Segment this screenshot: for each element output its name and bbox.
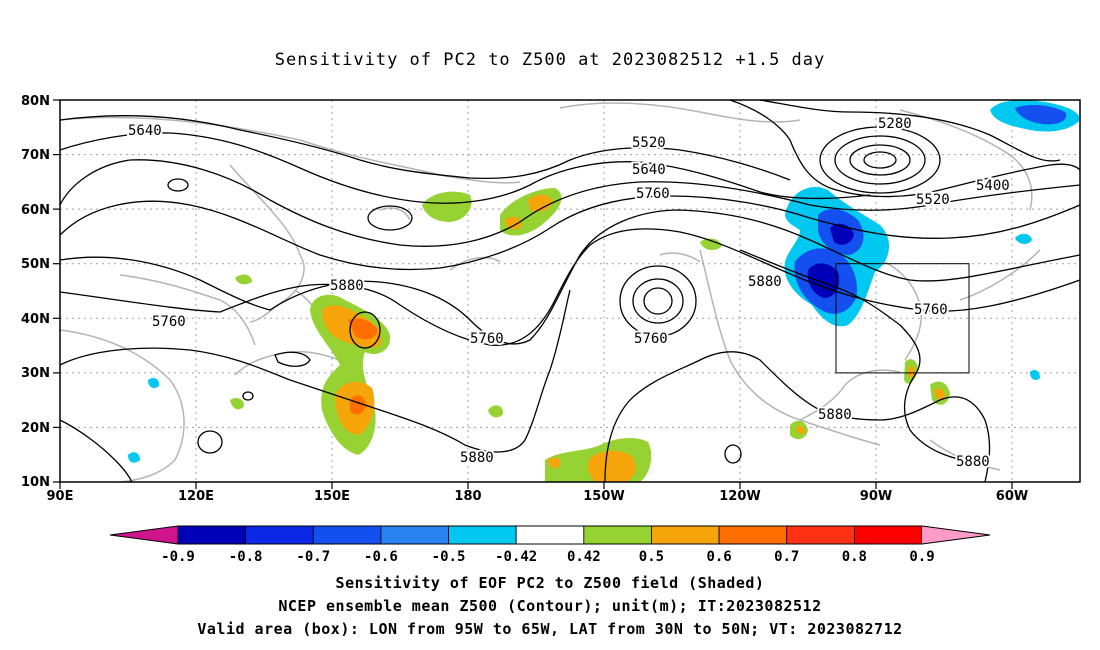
lon-label: 60W [996,489,1028,504]
sensitivity-shading [128,100,1080,482]
lon-label: 150E [314,489,350,504]
colorbar: -0.9 -0.8 -0.7 -0.6 -0.5 -0.42 0.42 0.5 0.6 0.7 0.… [109,525,991,565]
colorbar-high-end [922,526,990,544]
contour-label: 5880 [956,454,990,470]
contour-label: 5520 [632,135,666,151]
lat-label: 30N [21,366,50,381]
lat-label: 40N [21,312,50,327]
contour-label: 5880 [460,450,494,466]
contour-label: 5520 [916,192,950,208]
contour-label: 5760 [470,331,504,347]
lon-label: 90E [47,489,74,504]
contour-label: 5760 [152,314,186,330]
contour-label: 5400 [976,178,1010,194]
colorbar-label: 0.5 [639,549,664,565]
lon-label: 90W [860,489,892,504]
colorbar-label: -0.7 [296,549,330,565]
lon-label: 120W [719,489,760,504]
colorbar-label: 0.42 [567,549,601,565]
colorbar-label: -0.9 [161,549,195,565]
colorbar-label: -0.42 [495,549,537,565]
colorbar-swatch [651,525,720,545]
lat-label: 50N [21,257,50,272]
z500-contours [59,99,1081,483]
colorbar-label: 0.7 [774,549,799,565]
axis-ticks [53,99,1013,489]
contour-label: 5760 [636,186,670,202]
map-title: Sensitivity of PC2 to Z500 at 2023082512… [274,50,826,70]
colorbar-labels: -0.9 -0.8 -0.7 -0.6 -0.5 -0.42 0.42 0.5 0.6 0.7 0.… [161,549,935,565]
valid-area-box [835,263,970,374]
contour-label: 5880 [818,407,852,423]
colorbar-label: 0.8 [842,549,867,565]
contour-label: 5880 [330,278,364,294]
colorbar-label: -0.6 [364,549,398,565]
lat-label: 20N [21,421,50,436]
colorbar-swatch [448,525,517,545]
contour-label: 5640 [128,123,162,139]
caption-valid-area: Valid area (box): LON from 95W to 65W, L… [197,620,903,638]
colorbar-label: -0.5 [432,549,466,565]
colorbar-swatch [853,525,923,545]
latitude-labels: 80N 70N 60N 50N 40N 30N 20N 10N [21,94,50,490]
contour-label: 5760 [914,302,948,318]
lon-label: 150W [583,489,624,504]
contour-labels: 5640 5520 5640 5760 5280 5400 5520 5880 … [126,114,1012,472]
contour-label: 5280 [878,116,912,132]
lat-label: 60N [21,203,50,218]
contour-label: 5880 [748,274,782,290]
colorbar-swatch [583,525,652,545]
contour-label: 5640 [632,162,666,178]
colorbar-swatch [177,525,247,545]
colorbar-swatch [245,525,314,545]
colorbar-swatch [718,525,788,545]
caption-contour: NCEP ensemble mean Z500 (Contour); unit(… [278,597,822,615]
colorbar-label: 0.9 [909,549,934,565]
caption-shading: Sensitivity of EOF PC2 to Z500 field (Sh… [335,574,765,592]
colorbar-label: -0.8 [229,549,263,565]
contour-label: 5760 [634,331,668,347]
lat-label: 80N [21,94,50,109]
colorbar-label: 0.6 [706,549,731,565]
lat-label: 70N [21,148,50,163]
colorbar-swatch [515,525,585,545]
longitude-labels: 90E 120E 150E 180 150W 120W 90W 60W [47,489,1029,504]
colorbar-low-end [110,526,178,544]
lon-label: 120E [178,489,214,504]
colorbar-swatch [786,525,855,545]
colorbar-boxes [177,525,923,545]
colorbar-swatch [380,525,449,545]
lon-label: 180 [454,489,481,504]
plot-frame [59,99,1081,483]
colorbar-swatch [312,525,382,545]
lat-label: 10N [21,475,50,490]
